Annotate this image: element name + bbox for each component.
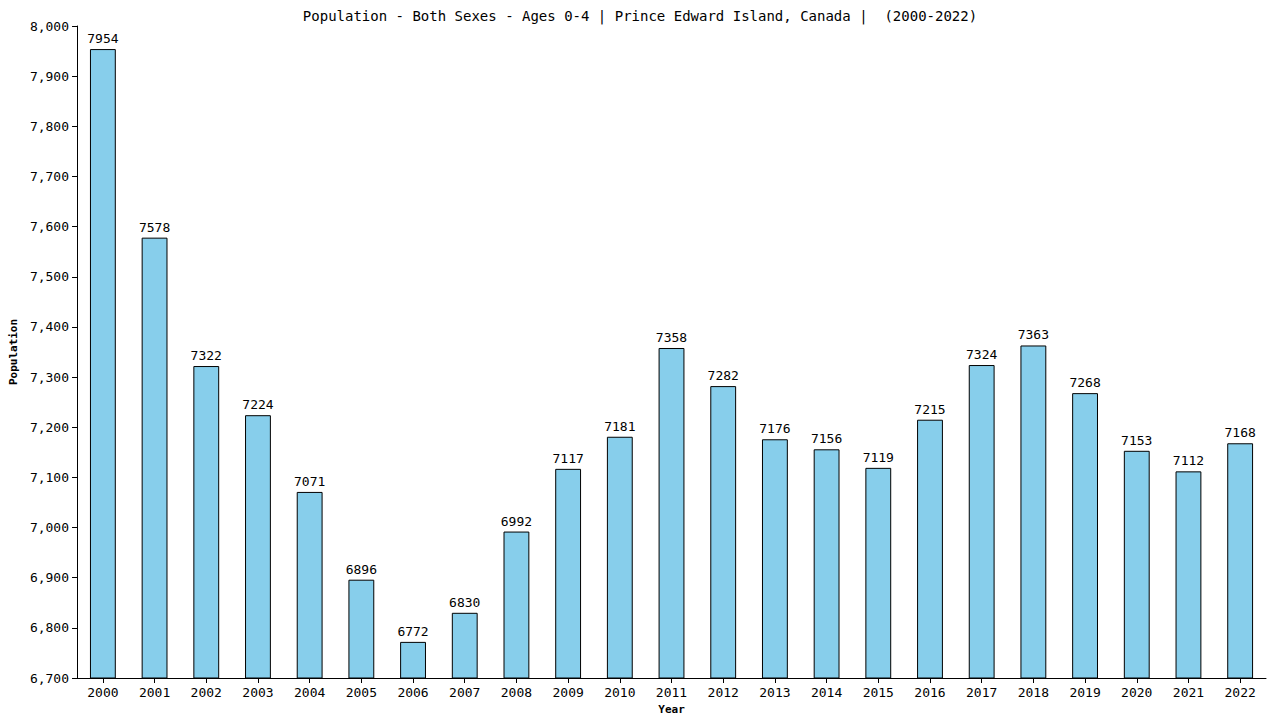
svg-text:2018: 2018 <box>1018 685 1049 700</box>
svg-text:Population: Population <box>7 319 20 385</box>
svg-text:2005: 2005 <box>346 685 377 700</box>
svg-text:2020: 2020 <box>1121 685 1152 700</box>
svg-text:7954: 7954 <box>87 31 118 46</box>
svg-text:2006: 2006 <box>397 685 428 700</box>
svg-text:7176: 7176 <box>759 421 790 436</box>
svg-text:7156: 7156 <box>811 431 842 446</box>
svg-text:7324: 7324 <box>966 347 997 362</box>
svg-text:7224: 7224 <box>242 397 273 412</box>
svg-text:6992: 6992 <box>501 514 532 529</box>
svg-text:2001: 2001 <box>139 685 170 700</box>
svg-text:6772: 6772 <box>397 624 428 639</box>
svg-text:Year: Year <box>658 703 685 716</box>
svg-text:7282: 7282 <box>708 368 739 383</box>
svg-text:2008: 2008 <box>501 685 532 700</box>
svg-text:7119: 7119 <box>863 450 894 465</box>
svg-text:7,600: 7,600 <box>30 219 69 234</box>
svg-text:7322: 7322 <box>191 348 222 363</box>
svg-text:8,000: 8,000 <box>30 19 69 34</box>
svg-text:2016: 2016 <box>914 685 945 700</box>
svg-text:7215: 7215 <box>914 402 945 417</box>
svg-text:7168: 7168 <box>1224 425 1255 440</box>
svg-text:2013: 2013 <box>759 685 790 700</box>
svg-text:7363: 7363 <box>1018 327 1049 342</box>
svg-text:7,300: 7,300 <box>30 370 69 385</box>
svg-text:2022: 2022 <box>1224 685 1255 700</box>
svg-text:7,700: 7,700 <box>30 169 69 184</box>
svg-text:7,000: 7,000 <box>30 520 69 535</box>
svg-text:7358: 7358 <box>656 330 687 345</box>
svg-text:7071: 7071 <box>294 474 325 489</box>
svg-text:Population - Both Sexes - Ages: Population - Both Sexes - Ages 0-4 | Pri… <box>303 8 977 25</box>
svg-text:7,500: 7,500 <box>30 269 69 284</box>
svg-text:7117: 7117 <box>552 451 583 466</box>
svg-text:7,800: 7,800 <box>30 119 69 134</box>
svg-text:7578: 7578 <box>139 220 170 235</box>
svg-text:2007: 2007 <box>449 685 480 700</box>
svg-text:6,700: 6,700 <box>30 671 69 686</box>
svg-text:2004: 2004 <box>294 685 325 700</box>
svg-text:2002: 2002 <box>191 685 222 700</box>
svg-text:2009: 2009 <box>552 685 583 700</box>
svg-text:2010: 2010 <box>604 685 635 700</box>
svg-text:6,900: 6,900 <box>30 570 69 585</box>
svg-text:6,800: 6,800 <box>30 620 69 635</box>
svg-text:2014: 2014 <box>811 685 842 700</box>
svg-text:7,200: 7,200 <box>30 420 69 435</box>
svg-text:2017: 2017 <box>966 685 997 700</box>
svg-text:2021: 2021 <box>1173 685 1204 700</box>
svg-text:2019: 2019 <box>1069 685 1100 700</box>
svg-text:7153: 7153 <box>1121 433 1152 448</box>
svg-text:7181: 7181 <box>604 419 635 434</box>
svg-text:7268: 7268 <box>1069 375 1100 390</box>
svg-text:7,900: 7,900 <box>30 69 69 84</box>
svg-text:6830: 6830 <box>449 595 480 610</box>
svg-text:6896: 6896 <box>346 562 377 577</box>
svg-text:2003: 2003 <box>242 685 273 700</box>
svg-text:2012: 2012 <box>708 685 739 700</box>
svg-text:2015: 2015 <box>863 685 894 700</box>
svg-text:2000: 2000 <box>87 685 118 700</box>
svg-text:7,100: 7,100 <box>30 470 69 485</box>
svg-text:7112: 7112 <box>1173 453 1204 468</box>
svg-text:7,400: 7,400 <box>30 319 69 334</box>
svg-text:2011: 2011 <box>656 685 687 700</box>
